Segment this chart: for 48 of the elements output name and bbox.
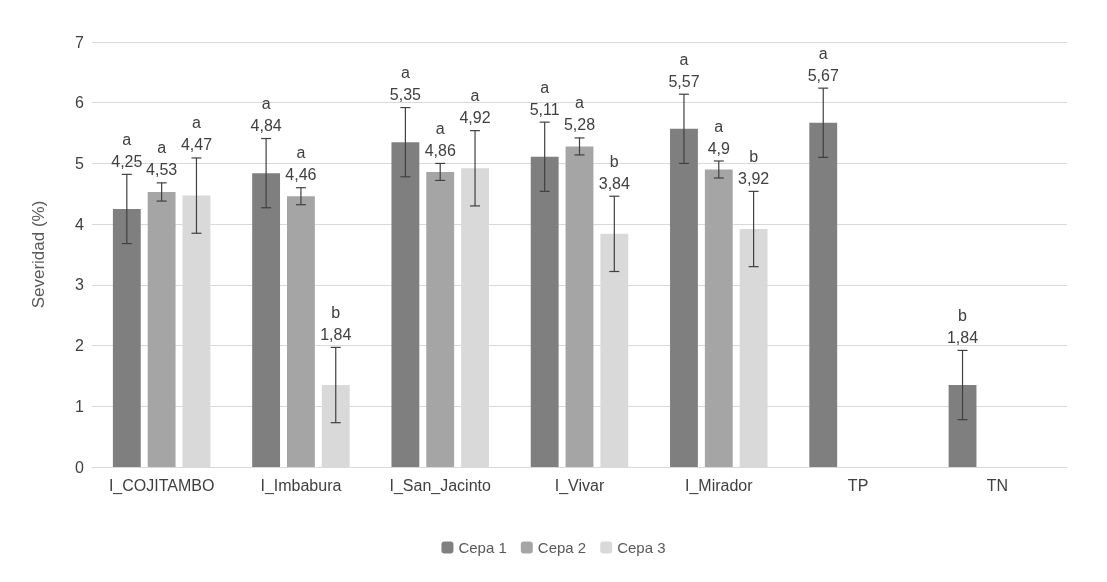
bar (112, 208, 141, 467)
data-label: a 5,67 (807, 44, 839, 84)
bar (391, 142, 420, 467)
data-label: a 4,9 (707, 117, 730, 157)
data-label: a 4,84 (250, 95, 282, 135)
y-tick-label: 5 (75, 154, 85, 172)
x-tick-label: I_San_Jacinto (389, 476, 492, 495)
data-label: b 1,84 (946, 306, 979, 346)
data-label: a 5,57 (668, 50, 700, 90)
y-tick-label: 4 (75, 215, 85, 233)
x-tick-label: I_Imbabura (260, 476, 342, 495)
bar (704, 169, 733, 467)
y-tick-label: 1 (75, 397, 85, 415)
bar (287, 196, 315, 467)
bar (426, 171, 455, 467)
bar (948, 385, 977, 467)
y-tick-label: 7 (75, 33, 85, 51)
x-tick-label: TN (986, 476, 1009, 494)
y-axis-title: Severidad (%) (29, 200, 48, 309)
data-label: a 4,86 (424, 119, 456, 159)
legend-label: Cepa 1 (458, 539, 507, 556)
bar (147, 191, 176, 467)
bar (565, 146, 594, 467)
x-tick-label: I_COJITAMBO (108, 476, 215, 495)
data-label: a 4,46 (285, 144, 317, 184)
x-tick-label: TP (847, 476, 869, 494)
y-tick-label: 2 (75, 337, 85, 355)
data-label: a 4,92 (459, 87, 491, 127)
data-label: b 3,92 (738, 147, 770, 187)
y-tick-label: 3 (75, 276, 85, 294)
data-label: b 1,84 (320, 303, 352, 343)
data-label: a 5,11 (529, 78, 560, 118)
bar (530, 156, 559, 467)
data-label: b 3,84 (598, 152, 630, 192)
y-tick-label: 0 (75, 458, 85, 476)
x-tick-label: I_Mirador (685, 476, 754, 495)
bar (809, 122, 838, 467)
data-label: a 4,53 (146, 139, 178, 179)
bar (252, 173, 281, 467)
data-label: a 4,25 (111, 130, 143, 170)
data-label: a 4,47 (180, 114, 213, 154)
y-tick-label: 6 (75, 94, 85, 112)
legend-label: Cepa 3 (617, 539, 666, 556)
x-tick-label: I_Vivar (554, 476, 605, 495)
data-label: a 5,35 (389, 64, 422, 104)
legend-label: Cepa 2 (537, 539, 587, 556)
data-label: a 5,28 (563, 94, 596, 134)
bar (670, 128, 698, 467)
